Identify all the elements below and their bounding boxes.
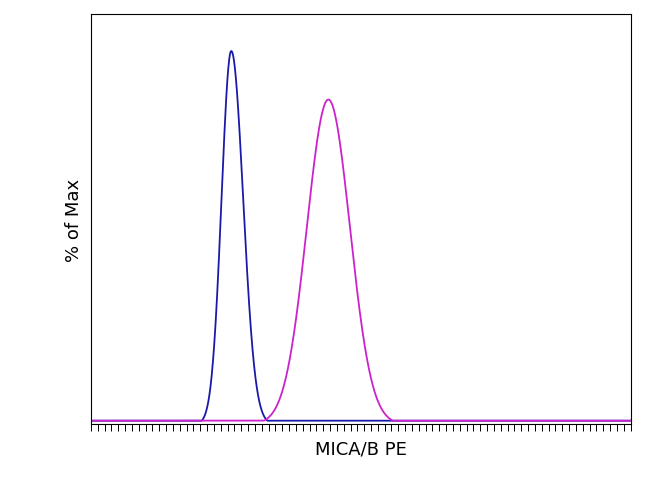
Y-axis label: % of Max: % of Max (64, 178, 83, 261)
X-axis label: MICA/B PE: MICA/B PE (315, 440, 407, 458)
